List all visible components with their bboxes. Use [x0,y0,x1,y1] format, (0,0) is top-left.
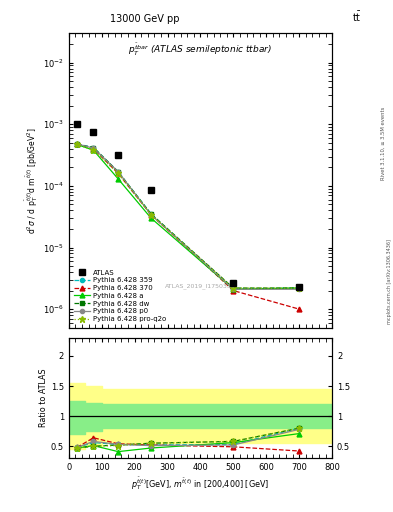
Y-axis label: d$^2\sigma$ / d p$_T^{\bar{t}(t)}$d m$^{\bar{t}(t)}$ [pb/GeV$^2$]: d$^2\sigma$ / d p$_T^{\bar{t}(t)}$d m$^{… [24,127,40,234]
Text: $p_T^{\mathregular{\bar{t}bar}}$ (ATLAS semileptonic ttbar): $p_T^{\mathregular{\bar{t}bar}}$ (ATLAS … [129,42,272,58]
Text: 13000 GeV pp: 13000 GeV pp [110,14,180,24]
ATLAS [297,284,301,290]
ATLAS [149,187,153,194]
X-axis label: $p_T^{\bar{t}(t)}$[GeV], $m^{\bar{t}(t)}$ in [200,400] [GeV]: $p_T^{\bar{t}(t)}$[GeV], $m^{\bar{t}(t)}… [131,475,270,492]
Y-axis label: Ratio to ATLAS: Ratio to ATLAS [39,369,48,428]
ATLAS [231,280,236,286]
ATLAS [91,129,96,135]
Text: ATLAS_2019_I1750330: ATLAS_2019_I1750330 [165,284,236,289]
ATLAS [75,121,79,127]
Line: ATLAS: ATLAS [74,121,302,290]
ATLAS [116,152,121,158]
Text: t$\bar{\mathregular{t}}$: t$\bar{\mathregular{t}}$ [352,10,362,24]
Legend: ATLAS, Pythia 6.428 359, Pythia 6.428 370, Pythia 6.428 a, Pythia 6.428 dw, Pyth: ATLAS, Pythia 6.428 359, Pythia 6.428 37… [72,268,169,324]
Text: mcplots.cern.ch [arXiv:1306.3436]: mcplots.cern.ch [arXiv:1306.3436] [387,239,391,324]
Text: Rivet 3.1.10, ≥ 3.5M events: Rivet 3.1.10, ≥ 3.5M events [381,106,386,180]
